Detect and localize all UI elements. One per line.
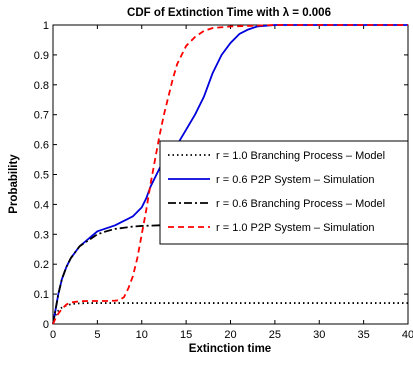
legend-label-1: r = 1.0 Branching Process – Model [216,150,385,162]
y-tick-label: 0.5 [34,170,49,182]
x-tick-label: 35 [358,329,370,341]
x-tick-label: 25 [269,329,281,341]
legend-label-3: r = 0.6 Branching Process – Model [216,198,385,210]
y-tick-label: 0.1 [34,289,49,301]
series-lines [52,24,408,325]
series-line-4 [52,24,408,325]
y-tick-label: 0.8 [34,80,49,92]
chart-title: CDF of Extinction Time with λ = 0.006 [127,7,331,19]
y-tick-label: 0.3 [34,229,49,241]
y-axis-label: Probability [8,154,20,214]
y-tick-label: 0.6 [34,140,49,152]
y-tick-label: 0 [43,319,49,331]
x-tick-label: 30 [313,329,325,341]
x-tick-label: 15 [180,329,192,341]
y-tick-label: 0.9 [34,50,49,62]
series-line-1 [52,302,408,325]
y-tick-label: 0.4 [34,199,49,211]
y-tick-label: 0.7 [34,110,49,122]
x-tick-label: 5 [94,329,100,341]
legend: r = 1.0 Branching Process – Model r = 0.6… [159,140,409,245]
x-axis-label: Extinction time [189,343,271,355]
x-tick-label: 20 [224,329,236,341]
legend-label-2: r = 0.6 P2P System – Simulation [216,174,374,186]
x-tick-label: 10 [136,329,148,341]
x-tick-label: 0 [50,329,56,341]
y-tick-label: 1 [43,20,49,32]
axis-ticks: 0 5 10 15 20 25 30 35 40 0 0.1 0.2 0.3 0.4 0.5 0.6 0.7 0.… [34,20,413,341]
legend-label-4: r = 1.0 P2P System – Simulation [216,222,374,234]
y-tick-label: 0.2 [34,259,49,271]
x-tick-label: 40 [402,329,413,341]
